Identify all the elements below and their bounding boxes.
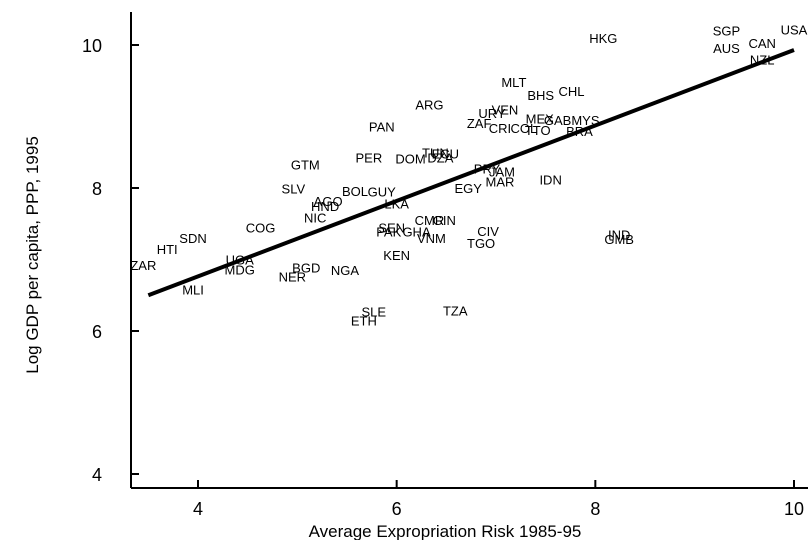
y-tick-label: 8 xyxy=(92,179,102,199)
point-label-mar: MAR xyxy=(486,175,515,190)
point-label-mli: MLI xyxy=(182,283,204,298)
point-label-zar: ZAR xyxy=(130,258,156,273)
point-label-bra: BRA xyxy=(566,124,593,139)
point-label-vnm: VNM xyxy=(417,231,446,246)
point-label-cmr: CMR xyxy=(415,213,445,228)
point-label-egy: EGY xyxy=(454,181,482,196)
point-label-sdn: SDN xyxy=(179,231,206,246)
point-label-lka: LKA xyxy=(384,197,409,212)
point-label-nga: NGA xyxy=(331,263,360,278)
x-axis-title: Average Expropriation Risk 1985-95 xyxy=(309,522,582,540)
point-label-gin: GIN xyxy=(433,213,456,228)
point-label-bhs: BHS xyxy=(527,88,554,103)
point-label-idn: IDN xyxy=(539,172,561,187)
point-label-zaf: ZAF xyxy=(467,116,492,131)
point-label-chl: CHL xyxy=(558,84,584,99)
point-label-ven: VEN xyxy=(492,102,519,117)
point-label-gab: GAB xyxy=(544,113,571,128)
point-label-mex: MEX xyxy=(526,112,555,127)
point-label-gmb: GMB xyxy=(604,232,634,247)
y-tick-label: 10 xyxy=(82,36,102,56)
point-label-ner: NER xyxy=(279,270,306,285)
point-label-ago: AGO xyxy=(314,194,343,209)
point-label-cri: CRI xyxy=(489,121,511,136)
point-label-dom: DOM xyxy=(395,152,425,167)
y-tick-label: 6 xyxy=(92,322,102,342)
point-label-aus: AUS xyxy=(713,41,740,56)
point-label-tun: TUN xyxy=(422,145,449,160)
point-label-guy: GUY xyxy=(368,185,397,200)
point-label-pak: PAK xyxy=(376,225,401,240)
point-label-hkg: HKG xyxy=(589,31,617,46)
point-label-sen: SEN xyxy=(378,220,405,235)
point-label-ind: IND xyxy=(608,227,630,242)
y-ticks: 4 6 8 10 xyxy=(82,36,139,485)
point-label-usa: USA xyxy=(781,22,808,37)
x-tick-label: 4 xyxy=(193,499,203,519)
x-ticks: 4 6 8 10 xyxy=(193,480,804,519)
point-label-ury: URY xyxy=(478,106,506,121)
point-label-cog: COG xyxy=(246,220,276,235)
x-tick-label: 8 xyxy=(590,499,600,519)
point-label-uga: UGA xyxy=(226,253,255,268)
y-axis-title: Log GDP per capita, PPP, 1995 xyxy=(23,136,42,374)
point-label-per: PER xyxy=(355,150,382,165)
point-label-mys: MYS xyxy=(571,113,600,128)
point-label-sle: SLE xyxy=(362,305,387,320)
point-label-tgo: TGO xyxy=(467,236,495,251)
point-label-hnd: HND xyxy=(311,199,339,214)
point-label-mdg: MDG xyxy=(225,263,255,278)
point-label-sgp: SGP xyxy=(713,24,740,39)
point-label-ecu: ECU xyxy=(432,147,459,162)
point-label-pan: PAN xyxy=(369,120,395,135)
point-label-gha: GHA xyxy=(402,225,431,240)
point-label-hti: HTI xyxy=(157,242,178,257)
point-label-gtm: GTM xyxy=(291,157,320,172)
point-label-col: COL xyxy=(510,121,537,136)
point-label-civ: CIV xyxy=(477,224,499,239)
point-label-can: CAN xyxy=(748,36,775,51)
x-tick-label: 6 xyxy=(392,499,402,519)
point-label-bol: BOL xyxy=(342,184,368,199)
point-label-dza: DZA xyxy=(427,150,453,165)
point-label-eth: ETH xyxy=(351,313,377,328)
y-tick-label: 4 xyxy=(92,465,102,485)
point-label-tza: TZA xyxy=(443,303,468,318)
point-label-tto: TTO xyxy=(525,123,551,138)
point-label-bgd: BGD xyxy=(292,260,320,275)
axes: 4 6 8 10 4 6 8 10 xyxy=(82,12,808,519)
point-label-jam: JAM xyxy=(489,165,515,180)
point-label-mlt: MLT xyxy=(501,75,526,90)
point-label-ken: KEN xyxy=(383,248,410,263)
point-label-slv: SLV xyxy=(282,182,306,197)
point-label-arg: ARG xyxy=(415,97,443,112)
fit-line xyxy=(147,48,795,298)
point-label-nic: NIC xyxy=(304,210,326,225)
x-tick-label: 10 xyxy=(784,499,804,519)
point-label-pry: PRY xyxy=(474,162,501,177)
point-label-nzl: NZL xyxy=(750,52,775,67)
